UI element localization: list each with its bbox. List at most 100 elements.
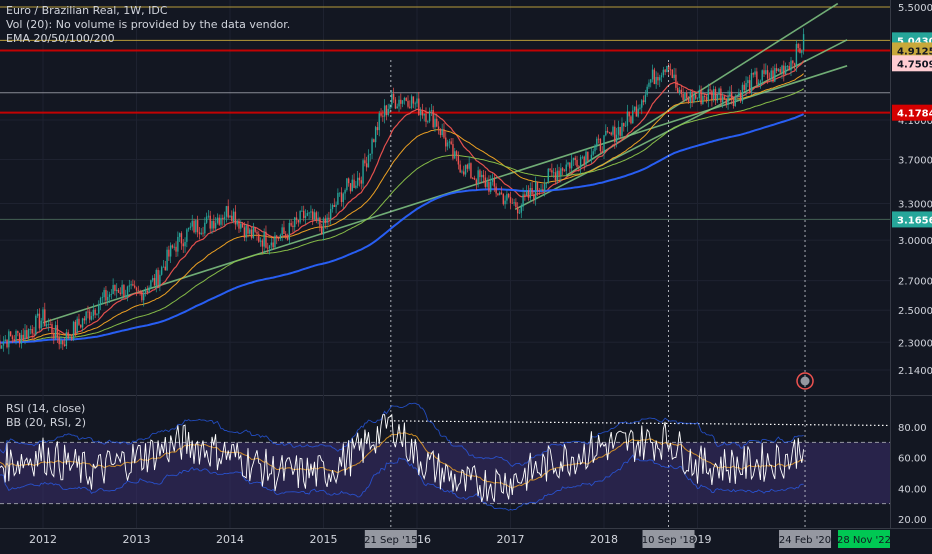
- candle-body: [626, 111, 629, 126]
- horizontal-levels: [0, 6, 890, 220]
- candle-body: [186, 229, 188, 242]
- time-highlight-label-0: 21 Sep '15: [364, 535, 417, 546]
- candle-body: [525, 190, 528, 196]
- candle-body: [552, 172, 555, 174]
- candle-body: [419, 110, 422, 116]
- candle-body: [160, 267, 163, 275]
- candle-body: [349, 183, 352, 192]
- candle-body: [268, 245, 271, 249]
- candle-body: [504, 200, 506, 205]
- candle-body: [711, 90, 713, 100]
- candle-body: [220, 217, 222, 225]
- candle-body: [774, 68, 776, 82]
- candle-body: [703, 96, 706, 98]
- candle-body: [716, 93, 718, 101]
- bb-legend[interactable]: BB (20, RSI, 2): [6, 416, 87, 429]
- candle-body: [96, 313, 98, 315]
- candle-body: [482, 174, 485, 178]
- candle-body: [31, 329, 33, 334]
- rsi-tick-label: 60.00: [898, 454, 927, 465]
- candle-body: [344, 190, 346, 194]
- volume-legend: Vol (20): No volume is provided by the d…: [6, 18, 291, 31]
- candle-body: [123, 284, 125, 298]
- candle-body: [720, 88, 722, 103]
- ema-200-line: [0, 113, 805, 344]
- candle-body: [134, 285, 136, 288]
- candle-body: [272, 242, 274, 248]
- rsi-legend[interactable]: RSI (14, close): [6, 402, 86, 415]
- candle-body: [295, 217, 298, 221]
- candle-body: [382, 115, 384, 117]
- chart-title[interactable]: Euro / Brazilian Real, 1W, IDC: [6, 4, 168, 17]
- y-tick-label: 2.1400: [898, 366, 932, 377]
- candle-body: [730, 91, 733, 100]
- candle-body: [63, 344, 66, 346]
- candle-body: [274, 235, 276, 248]
- candle-body: [624, 125, 627, 127]
- candle-body: [256, 231, 258, 234]
- candle-body: [686, 92, 688, 98]
- candle-body: [581, 156, 584, 158]
- candle-body: [250, 229, 253, 238]
- candle-body: [560, 168, 562, 176]
- candle-body: [632, 110, 634, 124]
- candle-body: [315, 212, 318, 221]
- candle-body: [303, 210, 305, 218]
- candle-body: [414, 103, 416, 105]
- candle-body: [283, 227, 285, 234]
- candle-body: [533, 194, 535, 200]
- candle-body: [549, 168, 551, 171]
- candle-body: [461, 171, 463, 173]
- candle-body: [369, 153, 371, 156]
- candle-body: [551, 170, 553, 173]
- candle-body: [579, 157, 582, 168]
- candle-body: [36, 313, 39, 316]
- candle-body: [321, 226, 323, 235]
- candle-body: [400, 99, 402, 104]
- candle-body: [768, 78, 771, 80]
- candle-body: [725, 98, 727, 105]
- candle-body: [335, 204, 337, 207]
- candle-body: [121, 284, 123, 294]
- candle-body: [286, 235, 289, 240]
- candle-body: [27, 329, 30, 339]
- legend-top: Euro / Brazilian Real, 1W, IDC Vol (20):…: [6, 4, 290, 46]
- candle-body: [355, 185, 357, 188]
- candle-body: [58, 337, 60, 345]
- price-label-5: 3.1656: [897, 215, 932, 226]
- candle-body: [4, 339, 6, 342]
- candle-body: [362, 160, 364, 184]
- candle-body: [394, 99, 397, 109]
- candle-body: [398, 99, 400, 107]
- candle-body: [24, 330, 26, 340]
- ema-legend[interactable]: EMA 20/50/100/200: [6, 32, 115, 45]
- candle-body: [436, 118, 438, 127]
- y-tick-label: 5.5000: [898, 3, 932, 14]
- time-highlight-label-2: 24 Feb '20: [779, 535, 831, 546]
- candle-body: [597, 138, 600, 140]
- candle-body: [682, 93, 684, 100]
- candle-body: [401, 100, 404, 104]
- candle-body: [430, 110, 433, 112]
- candle-body: [698, 89, 700, 98]
- candle-body: [659, 77, 661, 81]
- candle-body: [245, 225, 247, 238]
- candle-body: [196, 220, 199, 233]
- grid: [0, 0, 932, 529]
- candle-body: [646, 86, 648, 95]
- candle-body: [750, 73, 753, 92]
- candle-body: [376, 127, 379, 131]
- candle-body: [748, 80, 751, 92]
- candle-body: [0, 340, 1, 349]
- candle-body: [178, 233, 181, 237]
- axes[interactable]: 2012 2013 2014 2015 2016 2017 2018 20195.50004.…: [29, 3, 932, 546]
- candle-body: [567, 162, 569, 165]
- price-label-bg: [892, 104, 932, 121]
- y-tick-label: 4.1000: [898, 116, 932, 127]
- candle-body: [329, 209, 332, 220]
- candle-body: [677, 87, 679, 94]
- candle-body: [437, 126, 440, 130]
- candle-body: [464, 164, 467, 175]
- candle-body: [756, 71, 758, 85]
- candle-body: [578, 166, 580, 168]
